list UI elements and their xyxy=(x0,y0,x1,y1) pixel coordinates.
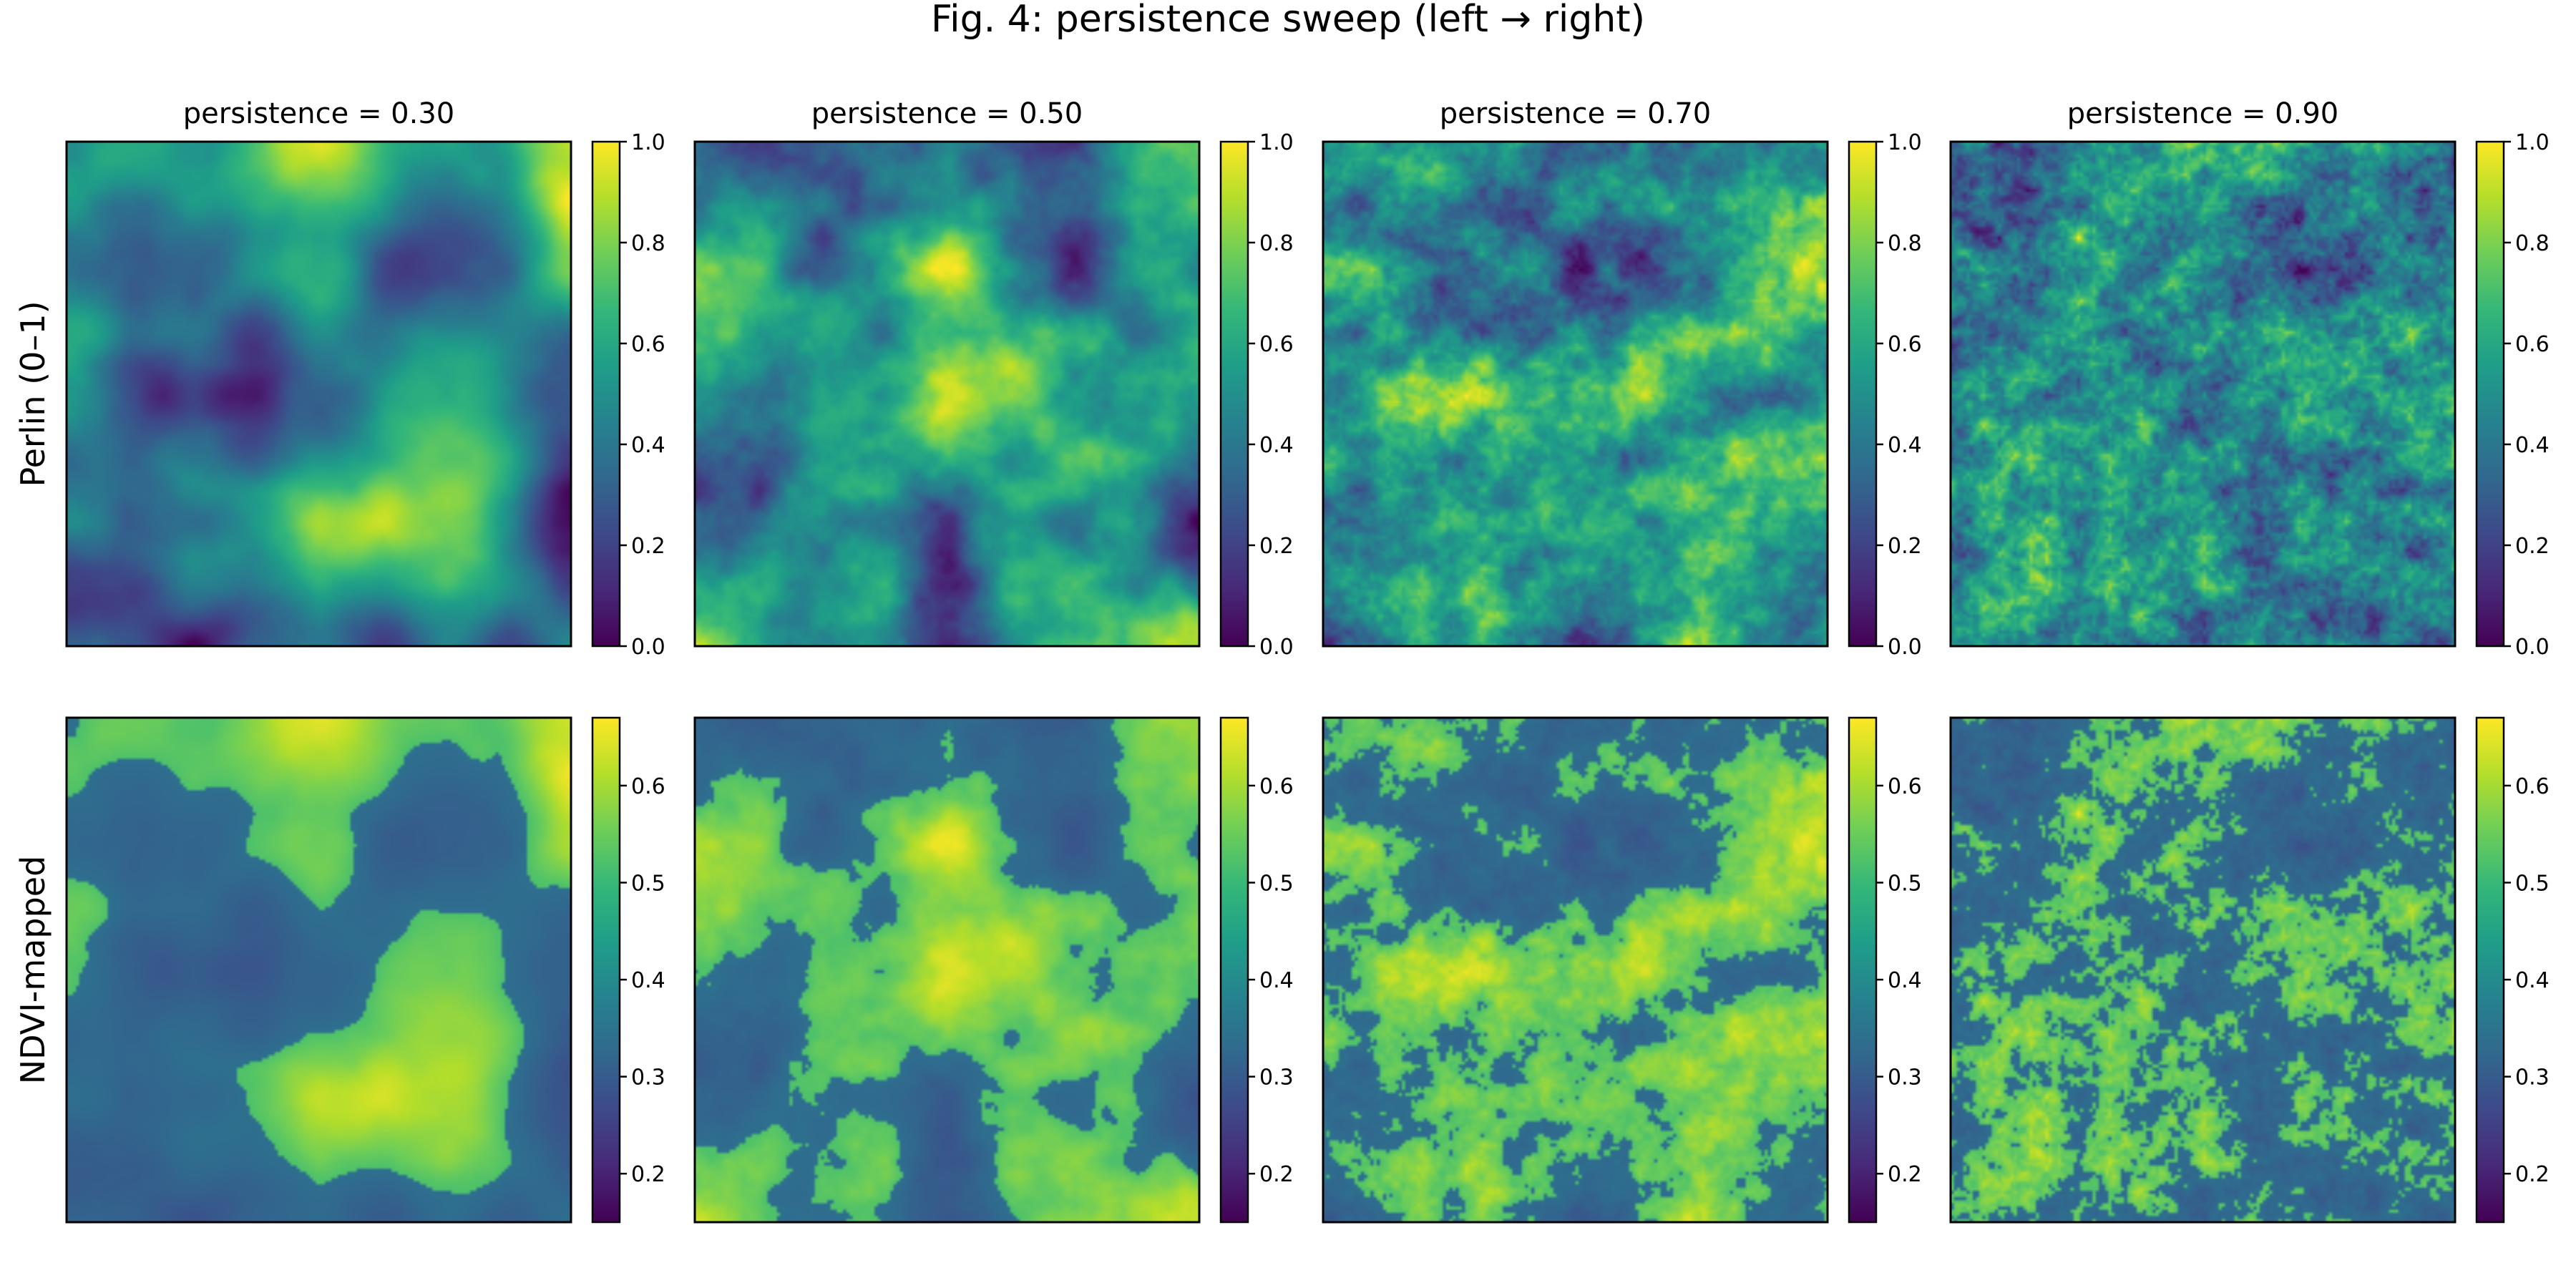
colorbar-tick-label: 0.5 xyxy=(1888,871,1922,896)
colorbar-tick-label: 0.8 xyxy=(631,231,665,256)
panel-frame xyxy=(693,140,1201,648)
colorbar-tick-label: 0.2 xyxy=(1259,534,1294,559)
panel-frame xyxy=(1949,140,2457,648)
colorbar-tick-label: 0.6 xyxy=(1259,332,1294,357)
panel-frame xyxy=(65,716,572,1224)
colorbar xyxy=(2475,716,2505,1224)
column-title: persistence = 0.50 xyxy=(811,97,1083,130)
colorbar-tick-label: 0.4 xyxy=(1888,433,1922,458)
colorbar-tick-label: 0.6 xyxy=(2515,332,2550,357)
heatmap-panel xyxy=(67,142,571,646)
colorbar xyxy=(2475,140,2505,648)
column-title: persistence = 0.70 xyxy=(1440,97,1712,130)
colorbar-tick-label: 0.3 xyxy=(631,1065,665,1091)
panel-frame xyxy=(65,140,572,648)
colorbar xyxy=(591,140,621,648)
colorbar-tick-label: 0.2 xyxy=(1888,1162,1922,1187)
colorbar-tick-label: 0.4 xyxy=(2515,433,2550,458)
colorbar-tick-label: 0.4 xyxy=(1259,968,1294,993)
heatmap-panel xyxy=(1951,142,2455,646)
colorbar-tick-label: 0.3 xyxy=(1259,1065,1294,1091)
colorbar-tick-label: 0.8 xyxy=(1888,231,1922,256)
heatmap-panel xyxy=(695,718,1199,1222)
colorbar-tick-label: 0.2 xyxy=(2515,534,2550,559)
panel-frame xyxy=(1322,140,1829,648)
colorbar-tick-label: 0.4 xyxy=(631,433,665,458)
colorbar-tick-label: 0.6 xyxy=(1888,332,1922,357)
colorbar-tick-label: 0.4 xyxy=(2515,968,2550,993)
panel-frame xyxy=(693,716,1201,1224)
colorbar-tick-label: 0.2 xyxy=(631,1162,665,1187)
heatmap-panel xyxy=(1323,142,1828,646)
colorbar-tick-label: 0.6 xyxy=(631,774,665,799)
colorbar xyxy=(1219,140,1249,648)
colorbar xyxy=(591,716,621,1224)
colorbar-tick-label: 0.5 xyxy=(2515,871,2550,896)
panel-grid: persistence = 0.30 0.0 0.2 0.4 0.6 0.8 1.0 Perl… xyxy=(14,97,2550,1224)
colorbar-tick-label: 1.0 xyxy=(1888,130,1922,155)
colorbar-tick-label: 0.2 xyxy=(2515,1162,2550,1187)
colorbar-tick-label: 0.0 xyxy=(2515,635,2550,660)
row-label: NDVI-mapped xyxy=(14,856,52,1085)
heatmap-panel xyxy=(695,142,1199,646)
figure-title: Fig. 4: persistence sweep (left → right) xyxy=(931,0,1645,41)
colorbar xyxy=(1848,716,1878,1224)
colorbar-tick-label: 0.4 xyxy=(1888,968,1922,993)
colorbar-tick-label: 0.2 xyxy=(1259,1162,1294,1187)
colorbar-tick-label: 0.8 xyxy=(1259,231,1294,256)
colorbar-tick-label: 0.0 xyxy=(631,635,665,660)
colorbar-tick-label: 0.2 xyxy=(1888,534,1922,559)
colorbar-tick-label: 0.6 xyxy=(1888,774,1922,799)
colorbar xyxy=(1219,716,1249,1224)
heatmap-panel xyxy=(1951,718,2455,1222)
colorbar-tick-label: 0.6 xyxy=(2515,774,2550,799)
colorbar xyxy=(1848,140,1878,648)
colorbar-tick-label: 0.3 xyxy=(2515,1065,2550,1091)
colorbar-tick-label: 0.5 xyxy=(631,871,665,896)
column-title: persistence = 0.90 xyxy=(2067,97,2339,130)
row-label: Perlin (0–1) xyxy=(14,301,52,487)
colorbar-tick-label: 1.0 xyxy=(1259,130,1294,155)
colorbar-tick-label: 1.0 xyxy=(2515,130,2550,155)
panel-frame xyxy=(1949,716,2457,1224)
colorbar-tick-label: 0.5 xyxy=(1259,871,1294,896)
colorbar-tick-label: 0.8 xyxy=(2515,231,2550,256)
panel-frame xyxy=(1322,716,1829,1224)
heatmap-panel xyxy=(67,718,571,1222)
colorbar-tick-label: 0.4 xyxy=(1259,433,1294,458)
colorbar-tick-label: 0.6 xyxy=(631,332,665,357)
colorbar-tick-label: 0.2 xyxy=(631,534,665,559)
column-title: persistence = 0.30 xyxy=(183,97,455,130)
colorbar-tick-label: 0.0 xyxy=(1888,635,1922,660)
colorbar-tick-label: 1.0 xyxy=(631,130,665,155)
colorbar-tick-label: 0.3 xyxy=(1888,1065,1922,1091)
colorbar-tick-label: 0.0 xyxy=(1259,635,1294,660)
colorbar-tick-label: 0.4 xyxy=(631,968,665,993)
heatmap-panel xyxy=(1323,718,1828,1222)
colorbar-tick-label: 0.6 xyxy=(1259,774,1294,799)
